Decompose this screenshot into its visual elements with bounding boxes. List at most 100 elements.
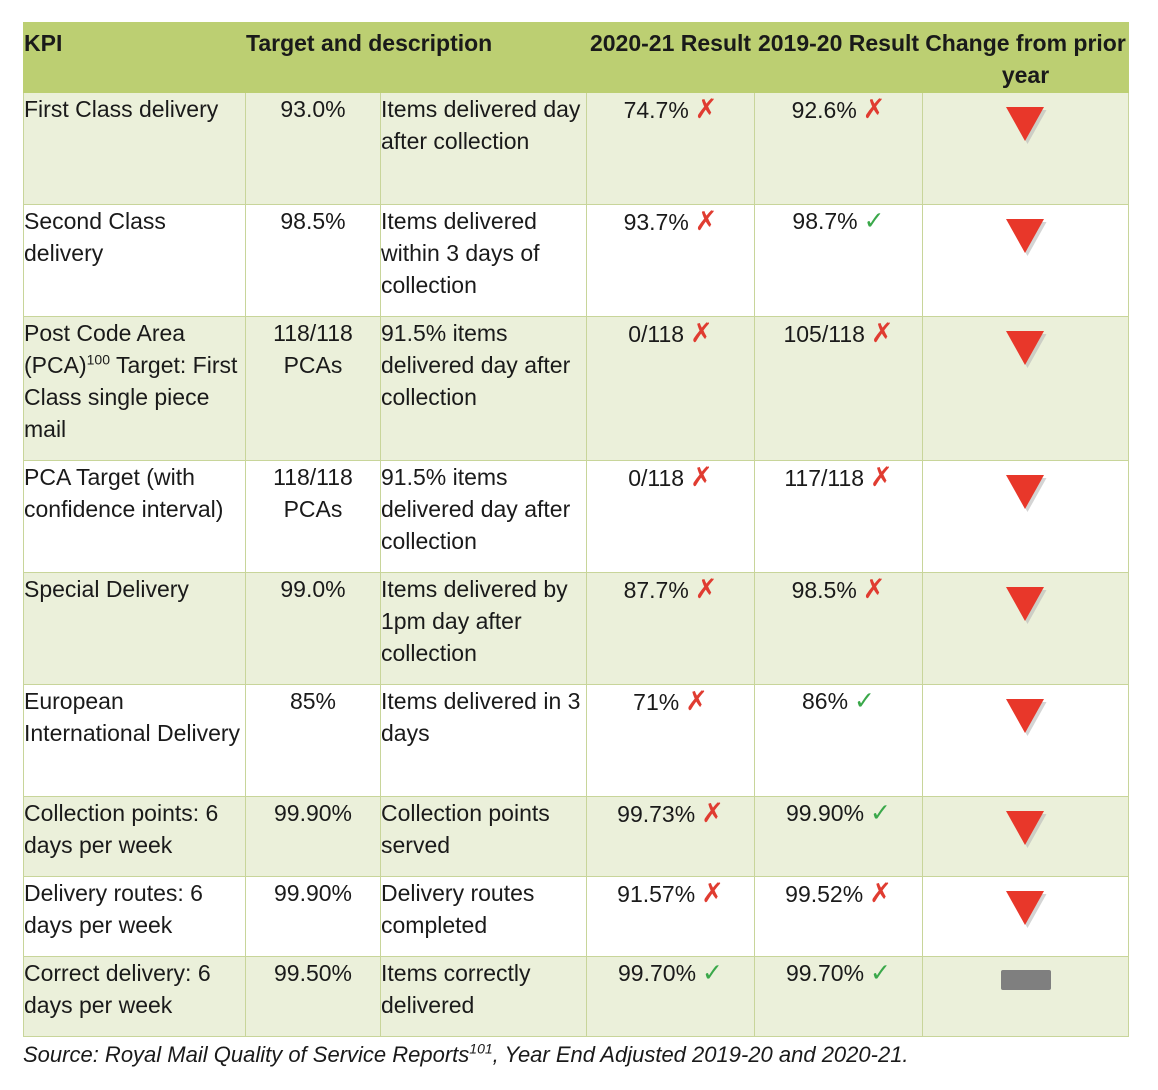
change-cell bbox=[922, 460, 1129, 573]
target-cell: 99.90% bbox=[245, 796, 381, 877]
table-row: Collection points: 6 days per week 99.90%… bbox=[23, 796, 1129, 877]
table-row: Second Class delivery 98.5% Items delivere… bbox=[23, 204, 1129, 317]
source-text-end: , Year End Adjusted 2019-20 and 2020-21. bbox=[492, 1042, 909, 1067]
result-value: 0/118 bbox=[628, 321, 685, 347]
cross-mark-icon: ✗ bbox=[870, 318, 894, 348]
kpi-table: KPI Target and description 2020-21 Resul… bbox=[23, 22, 1129, 1037]
result-2020-21-cell: 71% ✗ bbox=[586, 684, 755, 797]
table-row: PCA Target (with confidence interval) 118… bbox=[23, 460, 1129, 573]
change-cell bbox=[922, 796, 1129, 877]
table-row: Correct delivery: 6 days per week 99.50% I… bbox=[23, 956, 1129, 1037]
target-cell: 99.0% bbox=[245, 572, 381, 685]
target-cell: 85% bbox=[245, 684, 381, 797]
down-triangle-icon bbox=[1005, 699, 1046, 736]
header-change: Change from prior year bbox=[922, 22, 1129, 93]
result-2020-21-cell: 0/118 ✗ bbox=[586, 460, 755, 573]
result-value: 117/118 bbox=[784, 465, 865, 491]
header-kpi: KPI bbox=[23, 22, 246, 93]
kpi-cell: Collection points: 6 days per week bbox=[23, 796, 246, 877]
change-cell bbox=[922, 572, 1129, 685]
result-2020-21-cell: 74.7% ✗ bbox=[586, 92, 755, 205]
target-cell: 93.0% bbox=[245, 92, 381, 205]
result-value: 98.7% bbox=[792, 208, 858, 234]
change-cell bbox=[922, 92, 1129, 205]
target-cell: 99.90% bbox=[245, 876, 381, 957]
down-triangle-icon bbox=[1005, 219, 1046, 256]
description-cell: Items delivered in 3 days bbox=[380, 684, 587, 797]
result-2020-21-cell: 91.57% ✗ bbox=[586, 876, 755, 957]
result-2019-20-cell: 92.6% ✗ bbox=[754, 92, 923, 205]
result-2019-20-cell: 98.5% ✗ bbox=[754, 572, 923, 685]
cross-mark-icon: ✗ bbox=[862, 574, 886, 604]
result-2019-20-cell: 105/118 ✗ bbox=[754, 316, 923, 461]
cross-mark-icon: ✗ bbox=[694, 206, 718, 236]
kpi-cell: First Class delivery bbox=[23, 92, 246, 205]
result-value: 0/118 bbox=[628, 465, 685, 491]
header-target: Target and description bbox=[245, 22, 587, 93]
source-note: Source: Royal Mail Quality of Service Re… bbox=[23, 1040, 909, 1070]
result-value: 99.52% bbox=[785, 881, 864, 907]
down-triangle-icon bbox=[1005, 475, 1046, 512]
no-change-dash-icon bbox=[1000, 970, 1051, 990]
result-value: 93.7% bbox=[623, 209, 689, 235]
header-result-2020-21: 2020-21 Result bbox=[586, 22, 755, 93]
check-mark-icon: ✓ bbox=[870, 799, 891, 827]
target-cell: 118/118 PCAs bbox=[245, 316, 381, 461]
result-2019-20-cell: 86% ✓ bbox=[754, 684, 923, 797]
cross-mark-icon: ✗ bbox=[694, 574, 718, 604]
source-text: Source: Royal Mail Quality of Service Re… bbox=[23, 1042, 470, 1067]
cross-mark-icon: ✗ bbox=[685, 686, 708, 716]
cross-mark-icon: ✗ bbox=[701, 878, 724, 908]
result-value: 74.7% bbox=[623, 97, 689, 123]
header-row: KPI Target and description 2020-21 Resul… bbox=[23, 22, 1129, 93]
cross-mark-icon: ✗ bbox=[694, 94, 718, 124]
kpi-cell: Post Code Area (PCA)100 Target: First Cl… bbox=[23, 316, 246, 461]
cross-mark-icon: ✗ bbox=[690, 462, 713, 492]
down-triangle-icon bbox=[1005, 587, 1046, 624]
target-cell: 118/118 PCAs bbox=[245, 460, 381, 573]
cross-mark-icon: ✗ bbox=[870, 462, 893, 492]
cross-mark-icon: ✗ bbox=[701, 798, 724, 828]
result-value: 91.57% bbox=[617, 881, 696, 907]
change-cell bbox=[922, 204, 1129, 317]
result-2020-21-cell: 99.70% ✓ bbox=[586, 956, 755, 1037]
kpi-cell: PCA Target (with confidence interval) bbox=[23, 460, 246, 573]
result-value: 99.73% bbox=[617, 801, 696, 827]
result-2020-21-cell: 99.73% ✗ bbox=[586, 796, 755, 877]
check-mark-icon: ✓ bbox=[702, 959, 723, 987]
kpi-cell: European International Delivery bbox=[23, 684, 246, 797]
description-cell: Items delivered by 1pm day after collect… bbox=[380, 572, 587, 685]
check-mark-icon: ✓ bbox=[863, 207, 885, 235]
result-value: 105/118 bbox=[783, 321, 865, 347]
description-cell: Items delivered day after collection bbox=[380, 92, 587, 205]
result-value: 92.6% bbox=[791, 97, 857, 123]
description-cell: 91.5% items delivered day after collecti… bbox=[380, 460, 587, 573]
result-value: 98.5% bbox=[791, 577, 857, 603]
target-cell: 98.5% bbox=[245, 204, 381, 317]
kpi-label: Post Code Area (PCA) bbox=[24, 320, 186, 378]
kpi-cell: Special Delivery bbox=[23, 572, 246, 685]
cross-mark-icon: ✗ bbox=[869, 878, 892, 908]
result-value: 86% bbox=[802, 688, 849, 714]
table-row: First Class delivery 93.0% Items delivered… bbox=[23, 92, 1129, 205]
kpi-label-end: Target: First Class single piece mail bbox=[24, 352, 238, 442]
result-value: 99.90% bbox=[786, 800, 865, 826]
change-cell bbox=[922, 316, 1129, 461]
result-2020-21-cell: 93.7% ✗ bbox=[586, 204, 755, 317]
description-cell: 91.5% items delivered day after collecti… bbox=[380, 316, 587, 461]
down-triangle-icon bbox=[1005, 811, 1046, 848]
result-2020-21-cell: 87.7% ✗ bbox=[586, 572, 755, 685]
kpi-cell: Correct delivery: 6 days per week bbox=[23, 956, 246, 1037]
result-2019-20-cell: 117/118 ✗ bbox=[754, 460, 923, 573]
kpi-cell: Second Class delivery bbox=[23, 204, 246, 317]
down-triangle-icon bbox=[1005, 331, 1046, 368]
result-value: 71% bbox=[633, 689, 680, 715]
result-2020-21-cell: 0/118 ✗ bbox=[586, 316, 755, 461]
check-mark-icon: ✓ bbox=[870, 959, 891, 987]
target-cell: 99.50% bbox=[245, 956, 381, 1037]
check-mark-icon: ✓ bbox=[854, 687, 875, 715]
table-row: European International Delivery 85% Items … bbox=[23, 684, 1129, 797]
cross-mark-icon: ✗ bbox=[690, 318, 713, 348]
result-2019-20-cell: 99.70% ✓ bbox=[754, 956, 923, 1037]
footnote-ref: 100 bbox=[86, 351, 110, 368]
